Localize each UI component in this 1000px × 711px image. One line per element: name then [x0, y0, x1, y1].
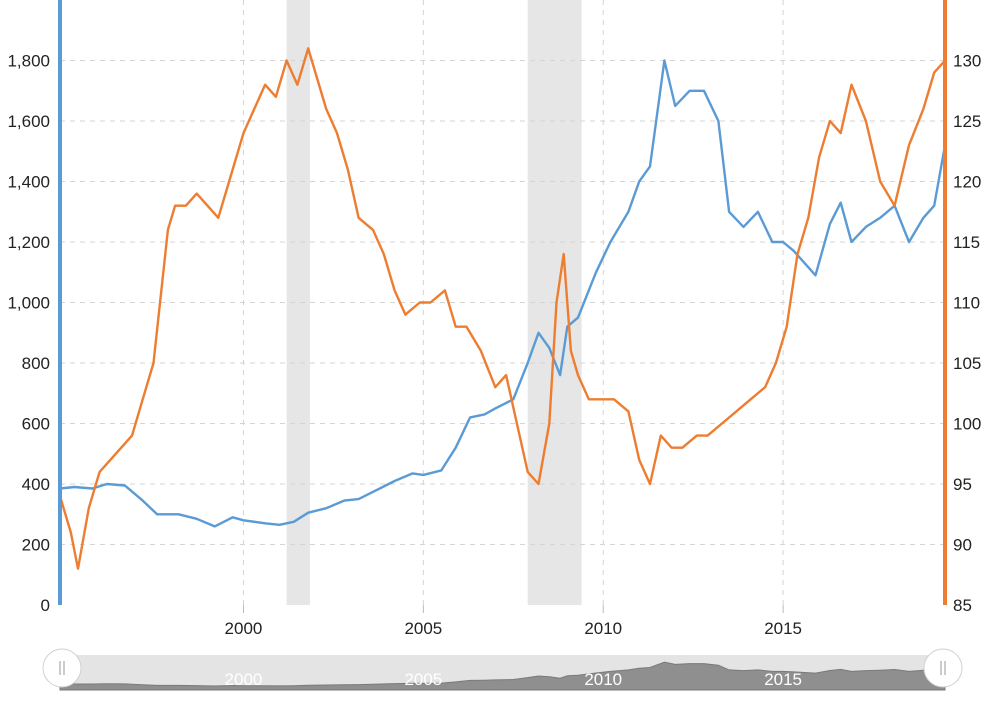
left-tick-label: 200: [22, 536, 50, 555]
right-axis-ticks: 85 90 95 100 105 110 115 120 125 130: [953, 52, 981, 616]
navigator-right-handle-circle[interactable]: [923, 648, 963, 688]
x-tick-label: 2015: [764, 619, 802, 638]
right-tick-label: 90: [953, 536, 972, 555]
gridlines: [60, 0, 945, 605]
right-tick-label: 110: [953, 294, 980, 313]
navigator-area: [59, 661, 946, 691]
right-tick-label: 105: [953, 354, 981, 373]
left-tick-label: 1,800: [7, 52, 50, 71]
x-tick-label: 2005: [404, 619, 442, 638]
navigator-tick-label: 2005: [404, 670, 442, 689]
left-tick-label: 1,000: [7, 294, 50, 313]
left-axis-ticks: 0 200 400 600 800 1,000 1,200 1,400 1,600 1,800: [7, 52, 50, 616]
navigator-left-handle-circle[interactable]: [42, 648, 82, 688]
left-tick-label: 800: [22, 354, 50, 373]
left-tick-label: 1,200: [7, 233, 50, 252]
left-tick-label: 0: [41, 596, 50, 615]
right-tick-label: 115: [953, 233, 980, 252]
x-tick-label: 2010: [584, 619, 622, 638]
x-axis-ticks: 2000 2005 2010 2015: [225, 605, 802, 638]
left-tick-label: 1,400: [7, 173, 50, 192]
left-tick-label: 1,600: [7, 112, 50, 131]
navigator-tick-label: 2015: [764, 670, 802, 689]
navigator-tick-label: 2000: [225, 670, 263, 689]
right-tick-label: 85: [953, 596, 972, 615]
navigator-right-handle[interactable]: [923, 648, 963, 688]
series-lines: [58, 47, 947, 570]
series-line-left: [58, 59, 947, 528]
series-line-right: [58, 47, 947, 570]
right-tick-label: 95: [953, 475, 972, 494]
right-tick-label: 100: [953, 415, 981, 434]
left-tick-label: 400: [22, 475, 50, 494]
right-tick-label: 125: [953, 112, 981, 131]
recession-band-0: [286, 0, 311, 605]
left-tick-label: 600: [22, 415, 50, 434]
right-tick-label: 130: [953, 52, 981, 71]
right-tick-label: 120: [953, 173, 981, 192]
navigator-tick-label: 2010: [584, 670, 622, 689]
range-navigator[interactable]: 2000 2005 2010 2015: [42, 648, 963, 691]
navigator-left-handle[interactable]: [42, 648, 82, 688]
x-tick-label: 2000: [225, 619, 263, 638]
